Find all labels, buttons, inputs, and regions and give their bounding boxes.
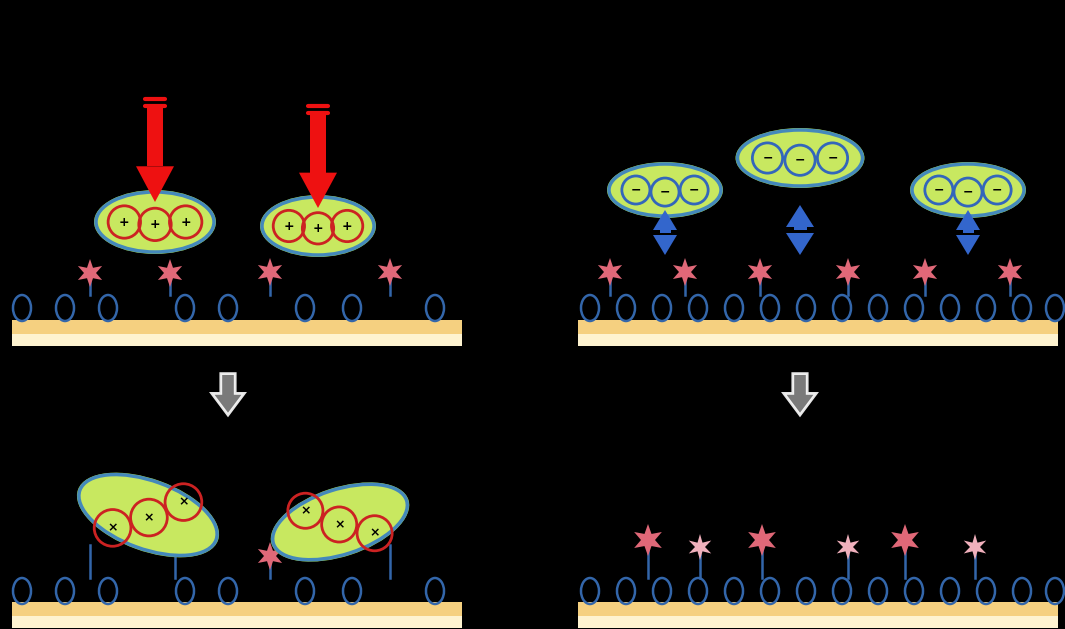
Text: ×: ×: [108, 521, 118, 535]
Text: −: −: [934, 184, 945, 196]
Polygon shape: [956, 235, 980, 255]
Text: −: −: [963, 186, 973, 199]
Polygon shape: [748, 524, 776, 556]
Bar: [659, 228, 671, 233]
Polygon shape: [956, 210, 980, 230]
Ellipse shape: [79, 474, 217, 555]
Text: +: +: [342, 220, 353, 233]
Polygon shape: [891, 524, 919, 556]
Bar: [578, 334, 1058, 346]
Ellipse shape: [260, 195, 376, 257]
Bar: [963, 228, 973, 233]
Polygon shape: [158, 259, 182, 287]
Polygon shape: [212, 374, 244, 415]
Bar: [578, 320, 1058, 346]
Polygon shape: [634, 524, 661, 556]
Text: −: −: [659, 186, 670, 199]
Bar: [12, 334, 462, 346]
Text: +: +: [313, 222, 324, 235]
Text: −: −: [828, 152, 838, 165]
Ellipse shape: [262, 197, 374, 255]
Polygon shape: [258, 542, 282, 570]
Ellipse shape: [736, 128, 865, 188]
Ellipse shape: [910, 162, 1026, 218]
Text: ×: ×: [334, 518, 344, 531]
Text: −: −: [763, 152, 773, 165]
Ellipse shape: [77, 472, 219, 557]
Text: +: +: [119, 216, 130, 228]
Polygon shape: [653, 210, 677, 230]
Bar: [310, 115, 326, 172]
Polygon shape: [836, 258, 861, 286]
Bar: [578, 616, 1058, 628]
Polygon shape: [378, 258, 403, 286]
Bar: [578, 602, 1058, 628]
Polygon shape: [964, 534, 986, 560]
Text: ×: ×: [144, 511, 154, 524]
Polygon shape: [786, 233, 814, 255]
Bar: [12, 320, 462, 346]
Polygon shape: [998, 258, 1022, 286]
Polygon shape: [786, 205, 814, 227]
Polygon shape: [597, 258, 622, 286]
Bar: [793, 224, 806, 230]
Text: ×: ×: [178, 496, 189, 509]
Bar: [12, 616, 462, 628]
Ellipse shape: [609, 164, 721, 216]
Bar: [12, 602, 462, 628]
Text: −: −: [992, 184, 1002, 196]
Polygon shape: [78, 259, 102, 287]
Ellipse shape: [737, 130, 863, 186]
Polygon shape: [748, 258, 772, 286]
Text: ×: ×: [370, 526, 380, 540]
Text: +: +: [150, 218, 161, 231]
Polygon shape: [653, 235, 677, 255]
Ellipse shape: [271, 482, 409, 562]
Text: +: +: [180, 216, 191, 228]
Text: −: −: [630, 184, 641, 196]
Bar: [147, 108, 163, 166]
Text: +: +: [283, 220, 294, 233]
Ellipse shape: [273, 484, 407, 560]
Ellipse shape: [96, 192, 214, 252]
Polygon shape: [837, 534, 859, 560]
Polygon shape: [784, 374, 816, 415]
Polygon shape: [689, 534, 711, 560]
Ellipse shape: [607, 162, 723, 218]
Text: −: −: [794, 153, 805, 167]
Polygon shape: [258, 258, 282, 286]
Text: ×: ×: [300, 504, 311, 517]
Ellipse shape: [912, 164, 1025, 216]
Polygon shape: [913, 258, 937, 286]
Polygon shape: [136, 166, 174, 202]
Ellipse shape: [94, 190, 216, 254]
Text: −: −: [689, 184, 700, 196]
Polygon shape: [299, 172, 337, 208]
Polygon shape: [673, 258, 698, 286]
